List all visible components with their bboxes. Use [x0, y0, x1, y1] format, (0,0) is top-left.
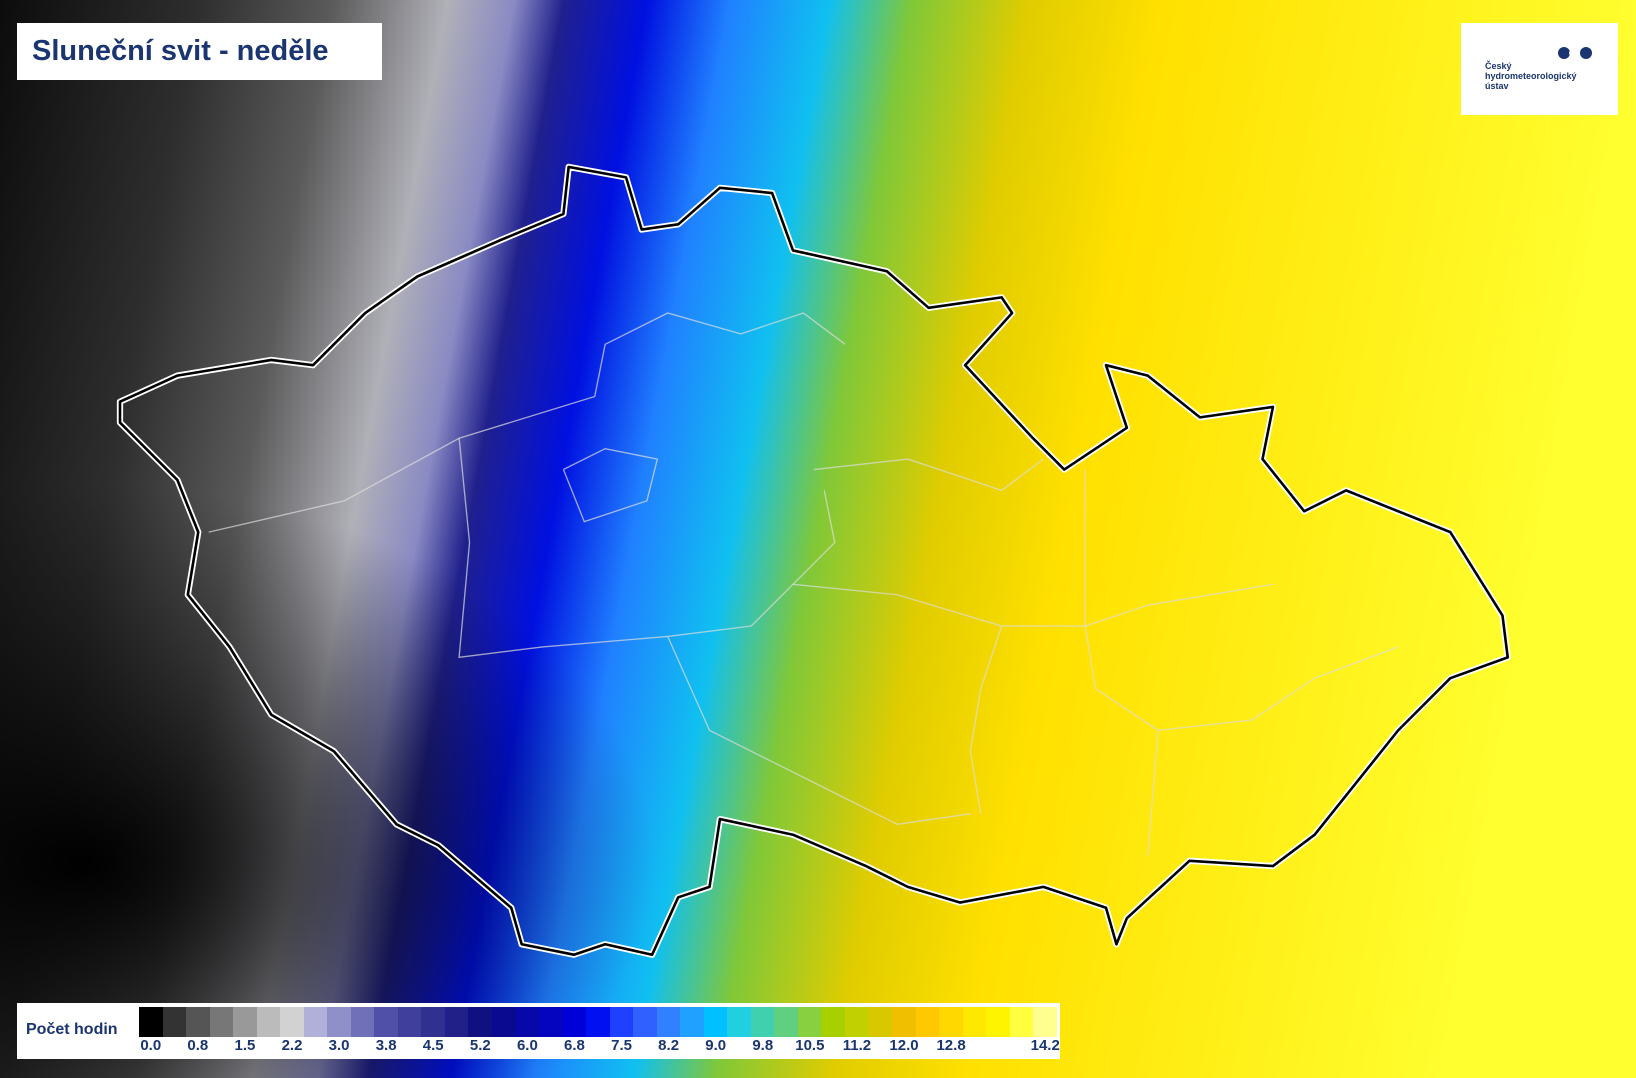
legend-tick-label: 9.0: [705, 1037, 727, 1054]
legend-swatch: [633, 1007, 657, 1037]
legend-tick-label: 10.5: [795, 1037, 825, 1054]
legend-swatch: [868, 1007, 892, 1037]
legend-tick-label: 5.2: [469, 1037, 491, 1054]
legend: Počet hodin 0.0 0.8 1.5 2.2 3.0 3.8 4.5 5.2 6.0 6…: [17, 1003, 1060, 1059]
legend-swatch: [256, 1007, 281, 1037]
legend-swatch: [233, 1007, 257, 1037]
legend-swatch: [844, 1007, 869, 1037]
region-borders: [208, 312, 1399, 856]
legend-tick-label: 3.8: [375, 1037, 397, 1054]
country-border: [116, 163, 1511, 958]
legend-swatch: [680, 1007, 704, 1037]
legend-swatch: [915, 1007, 940, 1037]
legend-swatch: [797, 1007, 822, 1037]
logo-text: Český hydrometeorologický ústav: [1485, 61, 1577, 91]
legend-swatch: [421, 1007, 445, 1037]
legend-swatch: [303, 1007, 328, 1037]
legend-tick-label: 4.5: [422, 1037, 444, 1054]
legend-swatch: [962, 1007, 987, 1037]
legend-swatch: [444, 1007, 469, 1037]
legend-swatch: [350, 1007, 375, 1037]
legend-label: Počet hodin: [26, 1021, 118, 1038]
legend-swatch: [727, 1007, 751, 1037]
legend-swatch: [374, 1007, 398, 1037]
legend-swatch: [327, 1007, 351, 1037]
legend-swatch: [939, 1007, 963, 1037]
logo-mark: [1558, 47, 1592, 59]
legend-tick-label: 3.0: [328, 1037, 350, 1054]
logo: Český hydrometeorologický ústav: [1461, 23, 1618, 115]
legend-tick-label: 6.0: [516, 1037, 538, 1054]
legend-ticks: 0.0 0.8 1.5 2.2 3.0 3.8 4.5 5.2 6.0 6.8 7.5 8.2 9.0 9…: [139, 1037, 1060, 1057]
legend-tick-label: 14.2: [1030, 1037, 1060, 1054]
legend-swatch: [703, 1007, 728, 1037]
legend-swatch: [468, 1007, 492, 1037]
legend-swatch: [209, 1007, 234, 1037]
legend-swatch: [586, 1007, 610, 1037]
legend-tick-label: 6.8: [564, 1037, 585, 1054]
legend-tick-label: 8.2: [658, 1037, 680, 1054]
legend-swatch: [562, 1007, 587, 1037]
legend-tick-label: 12.0: [889, 1037, 919, 1054]
legend-swatch: [539, 1007, 563, 1037]
legend-tick-label: 11.2: [842, 1037, 872, 1054]
legend-swatch: [397, 1007, 422, 1037]
logo-line: ústav: [1485, 81, 1509, 91]
legend-swatch: [609, 1007, 634, 1037]
legend-tick-label: 7.5: [611, 1037, 632, 1054]
title-box: Sluneční svit - neděle: [17, 23, 382, 80]
legend-swatch: [1009, 1007, 1034, 1037]
legend-tick-label: 1.5: [234, 1037, 256, 1054]
legend-tick-label: 9.8: [752, 1037, 774, 1054]
logo-line: Český: [1485, 61, 1512, 71]
legend-swatch: [656, 1007, 681, 1037]
legend-swatch: [774, 1007, 798, 1037]
legend-tick-label: 2.2: [281, 1037, 303, 1054]
legend-swatch: [139, 1007, 163, 1037]
legend-tick-label: 12.8: [936, 1037, 966, 1054]
legend-swatch: [162, 1007, 187, 1037]
legend-swatch: [491, 1007, 516, 1037]
legend-tick-label: 0.0: [140, 1037, 162, 1054]
legend-swatch: [821, 1007, 845, 1037]
legend-swatch: [280, 1007, 304, 1037]
legend-tick-label: 0.8: [187, 1037, 209, 1054]
legend-swatch: [1033, 1007, 1057, 1037]
legend-swatch: [750, 1007, 775, 1037]
logo-line: hydrometeorologický: [1485, 71, 1577, 81]
legend-swatch: [892, 1007, 916, 1037]
legend-swatches: [139, 1007, 1057, 1037]
legend-swatch: [515, 1007, 540, 1037]
title: Sluneční svit - neděle: [32, 35, 329, 67]
legend-swatch: [186, 1007, 210, 1037]
legend-swatch: [986, 1007, 1010, 1037]
